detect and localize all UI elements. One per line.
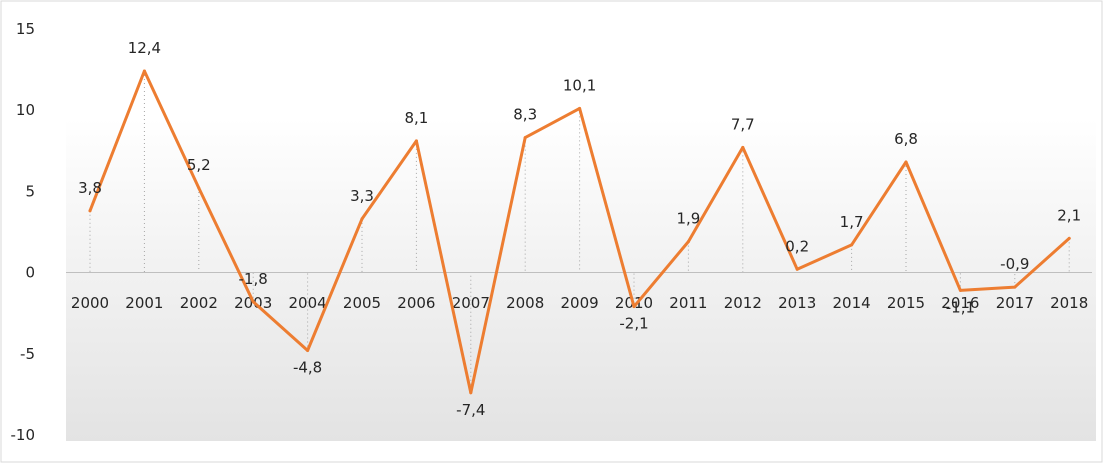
data-label: -4,8 [293, 359, 322, 377]
x-tick-label: 2000 [71, 294, 109, 312]
data-label: -7,4 [456, 401, 485, 419]
x-tick-label: 2008 [506, 294, 544, 312]
data-point [197, 186, 201, 190]
data-label: 0,2 [785, 237, 809, 255]
data-label: 1,9 [676, 210, 700, 228]
data-label: -2,1 [619, 315, 648, 333]
y-tick-label: -5 [20, 345, 35, 363]
data-label: 8,3 [513, 106, 537, 124]
x-tick-label: 2013 [778, 294, 816, 312]
data-label: -1,1 [946, 298, 975, 316]
y-tick-label: 5 [25, 182, 35, 200]
data-point [578, 106, 582, 110]
y-axis-ticks: 15 10 5 0 -5 -10 [11, 20, 36, 444]
y-tick-label: 15 [16, 20, 35, 38]
x-tick-label: 2018 [1050, 294, 1088, 312]
data-point [904, 160, 908, 164]
x-tick-label: 2015 [887, 294, 925, 312]
x-tick-label: 2002 [180, 294, 218, 312]
y-tick-label: -10 [11, 426, 36, 444]
data-labels: 3,8 12,4 5,2 -1,8 -4,8 3,3 8,1 -7,4 8,3 10,1 -2,1 1… [78, 39, 1081, 419]
data-point [523, 136, 527, 140]
x-tick-label: 2011 [669, 294, 707, 312]
x-axis-ticks: 2000200120022003200420052006200720082009… [71, 294, 1088, 312]
data-label: 6,8 [894, 130, 918, 148]
x-tick-label: 2016 [941, 294, 979, 312]
data-point [251, 300, 255, 304]
data-point [686, 240, 690, 244]
data-label: 12,4 [128, 39, 161, 57]
data-label: -0,9 [1000, 255, 1029, 273]
data-label: 3,8 [78, 179, 102, 197]
x-tick-label: 2009 [561, 294, 599, 312]
data-label: 8,1 [404, 109, 428, 127]
data-point [1067, 236, 1071, 240]
data-point [414, 139, 418, 143]
data-point [850, 243, 854, 247]
data-point [1013, 285, 1017, 289]
x-tick-label: 2012 [724, 294, 762, 312]
data-label: 2,1 [1057, 206, 1081, 224]
x-tick-label: 2007 [452, 294, 490, 312]
data-point [306, 349, 310, 352]
data-label: 7,7 [731, 115, 755, 133]
data-point [469, 391, 473, 395]
data-label: 10,1 [563, 76, 596, 94]
x-tick-label: 2001 [125, 294, 163, 312]
data-point [632, 305, 636, 309]
data-point [795, 267, 799, 271]
data-point [958, 288, 962, 292]
drop-lines [89, 71, 1070, 393]
data-label: 5,2 [187, 156, 211, 174]
x-tick-label: 2005 [343, 294, 381, 312]
x-tick-label: 2017 [996, 294, 1034, 312]
data-point [741, 145, 745, 149]
data-point [142, 69, 146, 73]
series-line-group [88, 69, 1071, 395]
plot-area-background [66, 118, 1096, 441]
data-point [88, 209, 92, 213]
data-label: -1,8 [239, 270, 268, 288]
data-point [360, 217, 364, 221]
y-tick-label: 0 [25, 264, 35, 282]
data-label: 1,7 [840, 213, 864, 231]
y-tick-label: 10 [16, 101, 35, 119]
x-tick-label: 2004 [289, 294, 327, 312]
data-label: 3,3 [350, 187, 374, 205]
x-tick-label: 2006 [397, 294, 435, 312]
x-tick-label: 2014 [833, 294, 871, 312]
